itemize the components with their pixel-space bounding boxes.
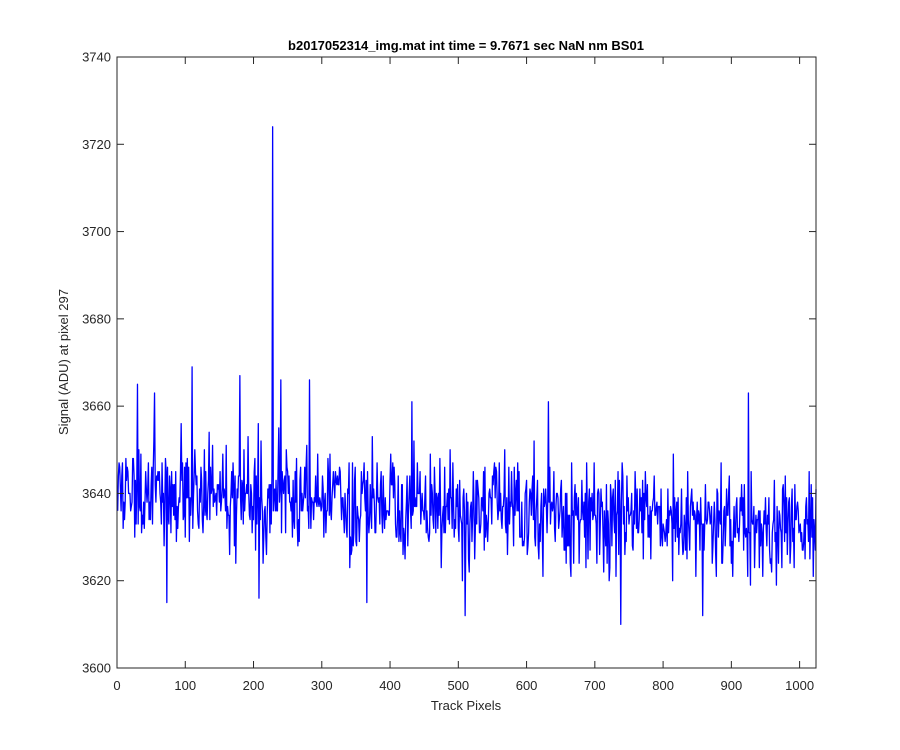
y-tick-label: 3600: [82, 661, 111, 676]
y-tick-label: 3660: [82, 399, 111, 414]
axes-box: [116, 56, 817, 669]
series-layer: [117, 126, 817, 626]
y-tick-label: 3720: [82, 137, 111, 152]
x-tick-label: 1000: [785, 678, 814, 693]
y-axis-label: Signal (ADU) at pixel 297: [56, 289, 71, 435]
y-tick-label: 3620: [82, 573, 111, 588]
chart-title: b2017052314_img.mat int time = 9.7671 se…: [288, 38, 644, 53]
x-tick-label: 0: [113, 678, 120, 693]
y-tick-label: 3700: [82, 224, 111, 239]
plot-area: [117, 57, 816, 668]
y-tick-label: 3680: [82, 311, 111, 326]
x-tick-label: 700: [584, 678, 606, 693]
y-tick-label: 3640: [82, 486, 111, 501]
x-axis-label: Track Pixels: [431, 698, 502, 713]
x-tick-label: 800: [652, 678, 674, 693]
x-tick-label: 900: [721, 678, 743, 693]
y-axis: 3600 3620 3640 3660 3680 3700 3720 3740: [82, 50, 816, 676]
x-tick-label: 400: [379, 678, 401, 693]
signal-series-line: [117, 126, 817, 626]
x-tick-label: 500: [447, 678, 469, 693]
x-axis: 0 100 200 300 400 500 600 700 800 900 1000: [113, 57, 814, 693]
x-tick-label: 300: [311, 678, 333, 693]
x-tick-label: 100: [174, 678, 196, 693]
y-tick-label: 3740: [82, 50, 111, 65]
x-tick-label: 200: [243, 678, 265, 693]
x-tick-label: 600: [516, 678, 538, 693]
